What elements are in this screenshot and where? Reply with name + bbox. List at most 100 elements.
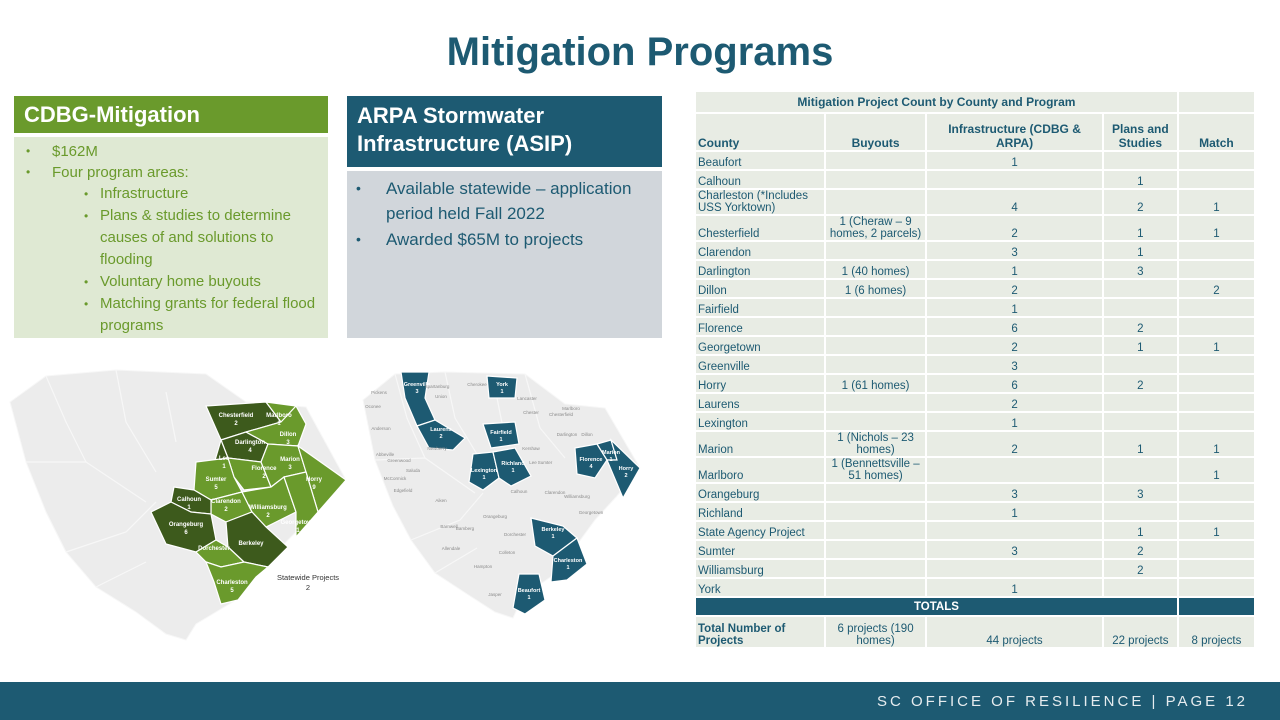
cell-match	[1178, 356, 1256, 375]
map-label: Calhoun	[511, 489, 528, 494]
map-label: Dorchester	[198, 546, 230, 552]
header-county: County	[696, 114, 826, 152]
map-count: 9	[312, 485, 316, 491]
cell-buyouts	[825, 579, 928, 598]
cell-plans: 1	[1103, 432, 1179, 458]
cell-infrastructure	[927, 522, 1104, 541]
cell-infrastructure: 6	[927, 375, 1104, 394]
cell-infrastructure: 1	[927, 261, 1104, 280]
cell-infrastructure: 2	[927, 432, 1104, 458]
cell-infrastructure: 1	[927, 503, 1104, 522]
map-label: Saluda	[406, 468, 421, 473]
cell-county: Florence	[696, 318, 826, 337]
map-count: 1	[296, 528, 300, 534]
map-label: Oconee	[365, 404, 381, 409]
map-label: Chester	[523, 410, 539, 415]
map-label: Florence	[251, 466, 277, 472]
cell-match	[1178, 484, 1256, 503]
totals-infrastructure: 44 projects	[927, 617, 1104, 649]
header-plans-studies: Plans and Studies	[1103, 114, 1179, 152]
cdbg-body: $162M Four program areas: Infrastructure…	[14, 137, 328, 338]
table-body: Beaufort 1 Calhoun 1 Charleston (*Includes U…	[696, 152, 1256, 598]
map-label: Lexington	[471, 468, 498, 474]
statewide-count: 2	[306, 583, 310, 592]
cdbg-sub-bullet: Plans & studies to determine causes of a…	[14, 205, 328, 271]
cell-plans: 2	[1103, 560, 1179, 579]
county-borders	[374, 371, 566, 574]
cell-plans	[1103, 299, 1179, 318]
map-label: Pickens	[371, 390, 388, 395]
map-label: Fairfield	[490, 430, 511, 436]
header-buyouts: Buyouts	[825, 114, 928, 152]
cell-infrastructure: 3	[927, 484, 1104, 503]
cell-infrastructure: 3	[927, 242, 1104, 261]
cell-match	[1178, 579, 1256, 598]
map-count: 1	[277, 421, 281, 427]
map-label: Newberry	[427, 446, 447, 451]
cell-plans	[1103, 394, 1179, 413]
map-count: 1	[551, 534, 554, 540]
table-row: Beaufort 1	[696, 152, 1256, 171]
totals-header-blank	[1178, 598, 1256, 617]
cell-buyouts	[825, 560, 928, 579]
map-label: Williamsburg	[564, 494, 590, 499]
map-label: Williamsburg	[249, 505, 287, 511]
map-label: Greenwood	[387, 458, 411, 463]
cell-plans	[1103, 356, 1179, 375]
cell-plans: 2	[1103, 375, 1179, 394]
map-label: Calhoun	[177, 497, 201, 503]
cell-infrastructure: 2	[927, 337, 1104, 356]
arpa-county-map: Greenville 3 York 1 Laurens 2 Fairfield …	[362, 371, 641, 619]
cell-county: State Agency Project	[696, 522, 826, 541]
cell-match	[1178, 242, 1256, 261]
cell-infrastructure: 1	[927, 413, 1104, 432]
map-label: Aiken	[435, 498, 447, 503]
map-label: Marion	[602, 450, 621, 456]
arpa-body: Available statewide – application period…	[347, 171, 662, 338]
table-row: Richland 1	[696, 503, 1256, 522]
table-row: Darlington 1 (40 homes) 1 3	[696, 261, 1256, 280]
table-row: Marion 1 (Nichols – 23 homes) 2 1 1	[696, 432, 1256, 458]
map-count: 5	[230, 588, 234, 594]
cell-plans: 3	[1103, 261, 1179, 280]
cdbg-counties	[150, 401, 347, 605]
table-row: York 1	[696, 579, 1256, 598]
cell-infrastructure	[927, 560, 1104, 579]
map-count: 1	[222, 464, 226, 470]
cell-county: Beaufort	[696, 152, 826, 171]
cell-county: Charleston (*Includes USS Yorktown)	[696, 190, 826, 216]
map-label: Chesterfield	[219, 413, 254, 419]
cell-buyouts	[825, 190, 928, 216]
arpa-bullet: Available statewide – application period…	[347, 176, 662, 226]
map-count: 1	[566, 565, 569, 571]
map-count: 3	[286, 440, 290, 446]
cell-match: 1	[1178, 522, 1256, 541]
map-label: Hampton	[474, 564, 493, 569]
cell-county: Laurens	[696, 394, 826, 413]
map-count: 2	[439, 434, 442, 440]
cell-infrastructure: 3	[927, 356, 1104, 375]
cdbg-bullet: Four program areas:	[14, 162, 328, 183]
map-label: Dillon	[581, 432, 593, 437]
cell-plans	[1103, 458, 1179, 484]
totals-label: Total Number of Projects	[696, 617, 826, 649]
totals-plans: 22 projects	[1103, 617, 1179, 649]
cell-infrastructure: 1	[927, 579, 1104, 598]
map-label: Marlboro	[562, 406, 580, 411]
cell-match: 1	[1178, 190, 1256, 216]
map-label: Florence	[580, 457, 603, 463]
arpa-header: ARPA Stormwater Infrastructure (ASIP)	[347, 96, 662, 167]
cell-infrastructure: 3	[927, 541, 1104, 560]
cell-plans	[1103, 413, 1179, 432]
cell-buyouts	[825, 356, 928, 375]
cell-match: 1	[1178, 458, 1256, 484]
cell-county: Horry	[696, 375, 826, 394]
table-row: Williamsburg 2	[696, 560, 1256, 579]
cell-county: Calhoun	[696, 171, 826, 190]
cell-buyouts: 1 (Cheraw – 9 homes, 2 parcels)	[825, 216, 928, 242]
map-label: Charleston	[216, 580, 248, 586]
cell-county: Richland	[696, 503, 826, 522]
cell-buyouts	[825, 484, 928, 503]
cell-infrastructure: 2	[927, 394, 1104, 413]
table-row: Greenville 3	[696, 356, 1256, 375]
